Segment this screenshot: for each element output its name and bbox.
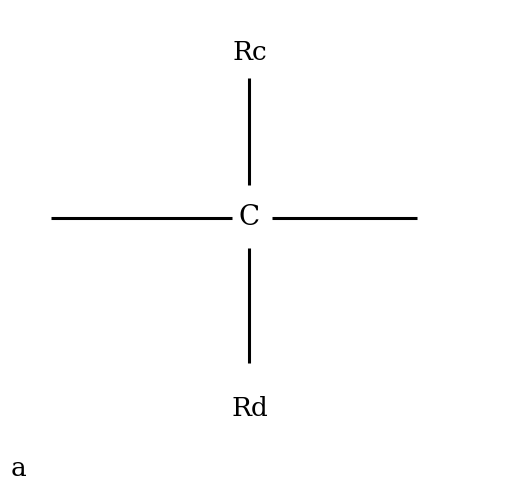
Text: a: a	[10, 456, 26, 481]
Text: C: C	[239, 204, 260, 231]
Text: Rc: Rc	[232, 40, 267, 65]
Text: Rd: Rd	[231, 396, 268, 421]
